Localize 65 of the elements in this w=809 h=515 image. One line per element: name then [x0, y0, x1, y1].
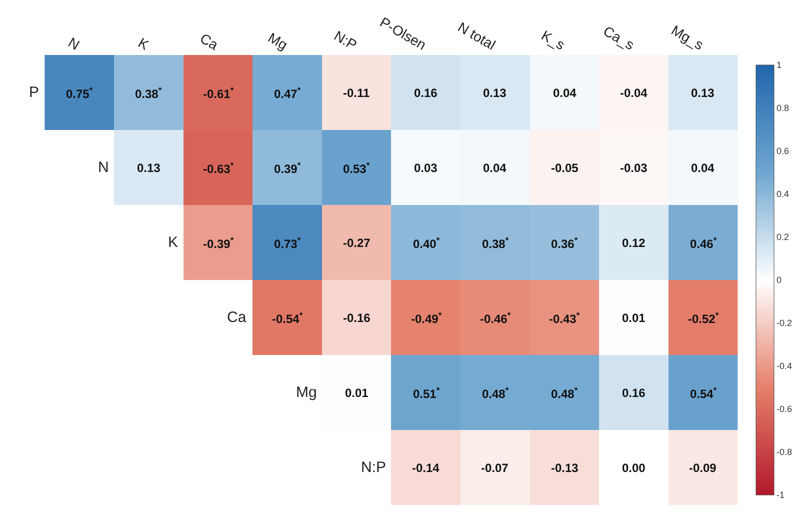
data-label: 0.12: [622, 236, 646, 250]
data-label: -0.39$^{*}$: [203, 235, 234, 252]
data-label: -0.11: [343, 86, 370, 100]
data-label: 0.75$^{*}$: [66, 85, 94, 102]
data-label: 0.53$^{*}$: [343, 160, 370, 176]
color-bar-label: -1: [776, 490, 785, 500]
data-label: 0.51$^{*}$: [413, 385, 440, 402]
color-bar-label: -0.6: [776, 404, 792, 414]
color-bar-label: 0.2: [776, 232, 790, 242]
x-tick-label: N:P: [331, 27, 360, 53]
data-label: -0.09: [689, 461, 717, 475]
data-label: -0.54$^{*}$: [272, 310, 304, 326]
data-label: -0.46$^{*}$: [480, 310, 512, 326]
data-label: 0.03: [414, 161, 438, 175]
data-label: 0.39$^{*}$: [274, 160, 302, 176]
data-label: 0.73$^{*}$: [274, 235, 302, 252]
data-label: 0.38$^{*}$: [482, 235, 510, 252]
color-bar-label: 0.8: [776, 103, 790, 114]
data-label: 0.13: [691, 86, 715, 100]
data-label: 0.38$^{*}$: [135, 85, 162, 102]
data-label: 0.13: [137, 161, 161, 175]
data-label: -0.63$^{*}$: [203, 160, 234, 176]
y-tick-label: P: [29, 84, 40, 101]
data-label: 0.46$^{*}$: [690, 235, 718, 252]
color-bar-label: -0.4: [776, 361, 792, 372]
data-label: 0.04: [691, 161, 715, 175]
x-tick-label: Ca_s: [600, 22, 637, 53]
data-label: 0.16: [622, 386, 646, 400]
data-label: 0.54$^{*}$: [690, 385, 718, 402]
color-bar-label: 0.6: [776, 146, 790, 156]
data-label: 0.01: [622, 311, 646, 325]
data-label: -0.13: [551, 461, 579, 475]
color-bar-label: 0: [776, 275, 782, 286]
data-label: -0.16: [343, 311, 371, 325]
x-tick-label: N total: [455, 18, 498, 53]
data-label: -0.04: [620, 86, 648, 100]
data-label: -0.27: [343, 236, 371, 250]
data-label: 0.04: [483, 161, 507, 175]
data-label: -0.61$^{*}$: [203, 85, 234, 102]
data-label: -0.14: [412, 461, 440, 475]
x-tick-label: Ca: [197, 30, 222, 53]
color-bar-label: -0.8: [776, 447, 792, 458]
data-label: -0.05: [551, 161, 579, 175]
data-label: -0.07: [481, 461, 509, 475]
color-bar-label: 1: [776, 60, 782, 70]
data-label: 0.04: [553, 86, 577, 100]
data-label: 0.01: [345, 386, 369, 400]
x-tick-label: K_s: [538, 26, 568, 53]
data-label: 0.48$^{*}$: [482, 385, 510, 402]
data-label: 0.16: [414, 86, 438, 100]
data-label: -0.49$^{*}$: [411, 310, 442, 326]
data-label: -0.52$^{*}$: [688, 310, 720, 326]
x-tick-label: N: [66, 34, 82, 53]
data-label: 0.47$^{*}$: [274, 85, 302, 102]
data-label: -0.43$^{*}$: [549, 310, 580, 326]
data-label: 0.40$^{*}$: [413, 235, 440, 252]
data-label: 0.36$^{*}$: [551, 235, 578, 252]
data-label: 0.00: [622, 461, 646, 475]
data-label: 0.13: [483, 86, 507, 100]
x-tick-label: K: [136, 34, 152, 54]
x-tick-label: Mg: [265, 29, 290, 53]
data-label: 0.48$^{*}$: [551, 385, 578, 402]
data-label: -0.03: [620, 161, 648, 175]
color-bar-label: 0.4: [776, 189, 790, 200]
color-bar-label: -0.2: [776, 318, 792, 328]
